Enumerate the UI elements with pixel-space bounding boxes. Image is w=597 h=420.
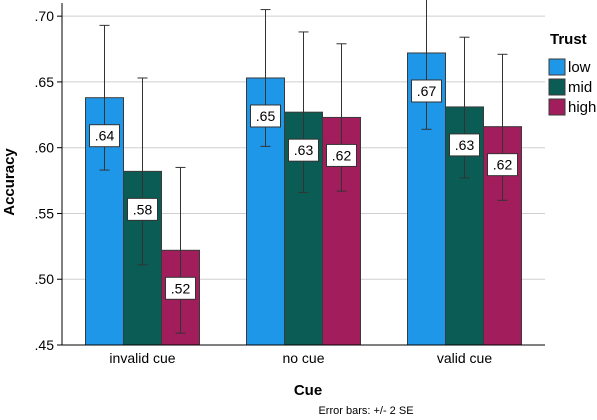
y-tick-label: .50 [35,271,55,287]
svg-text:.52: .52 [171,280,191,296]
x-tick-label: no cue [282,350,324,366]
axes [61,3,545,346]
error-bar [137,77,148,266]
svg-text:.62: .62 [332,147,352,163]
legend-swatch [548,58,566,76]
legend-label: high [568,99,596,116]
svg-text:.58: .58 [133,201,153,217]
data-label: .65 [250,104,281,128]
data-label: .63 [449,133,480,157]
legend-title: Trust [550,31,587,48]
svg-text:.67: .67 [417,83,437,99]
data-label: .62 [326,143,357,167]
data-label: .67 [411,79,442,103]
legend-item-low: low [548,58,591,76]
y-tick-label: .65 [35,74,55,90]
y-tick-label: .70 [35,8,55,24]
legend-item-mid: mid [548,78,592,96]
data-labels: .64 .58 .52 .65 .63 .62 .67 .63 .62 [89,79,518,300]
y-axis-label: Accuracy [1,148,18,216]
legend-swatch [548,78,566,96]
data-label: .58 [127,197,158,221]
svg-text:.62: .62 [493,157,513,173]
y-tick-label: .60 [35,140,55,156]
data-label: .52 [165,276,196,300]
svg-text:.65: .65 [256,108,276,124]
y-tick-labels: .45 .50 .55 .60 .65 .70 [35,8,62,353]
legend-swatch [548,98,566,116]
svg-text:.64: .64 [95,128,115,144]
error-bar [298,31,309,193]
svg-text:.63: .63 [294,142,314,158]
x-tick-label: valid cue [437,350,492,366]
error-bars-note: Error bars: +/- 2 SE [318,405,413,417]
error-bar [175,166,186,334]
data-label: .63 [288,138,319,162]
data-label: .62 [487,153,518,177]
error-bar [421,0,432,130]
x-tick-label: invalid cue [109,350,175,366]
legend: Trust low mid high [548,31,596,116]
data-label: .64 [89,124,120,148]
y-tick-label: .55 [35,205,55,221]
legend-label: low [568,59,591,76]
x-tick-labels: invalid cue no cue valid cue [109,350,492,366]
legend-label: mid [568,79,592,96]
svg-text:.63: .63 [455,137,475,153]
legend-item-high: high [548,98,596,116]
y-tick-label: .45 [35,337,55,353]
x-axis-label: Cue [294,382,322,399]
